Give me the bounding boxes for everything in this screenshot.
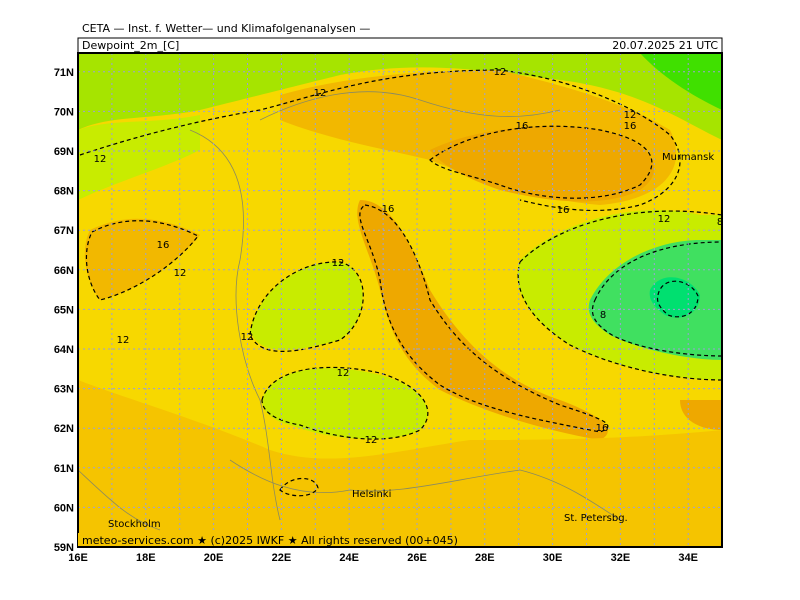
- y-tick-label: 62N: [54, 423, 74, 435]
- x-tick-label: 18E: [136, 552, 156, 564]
- title: CETA — Inst. f. Wetter— und Klimafolgena…: [82, 22, 370, 35]
- x-tick-label: 30E: [543, 552, 563, 564]
- contour-label: 16: [596, 423, 609, 434]
- y-tick-label: 70N: [54, 106, 74, 118]
- y-tick-label: 61N: [54, 463, 74, 475]
- contour-label: 12: [332, 258, 345, 269]
- contour-label: 16: [624, 121, 637, 132]
- contour-label: 12: [658, 214, 671, 225]
- y-tick-label: 68N: [54, 186, 74, 198]
- contour-label: 12: [624, 110, 637, 121]
- y-tick-label: 64N: [54, 344, 74, 356]
- x-tick-label: 22E: [272, 552, 292, 564]
- grid: [78, 53, 722, 547]
- x-tick-label: 26E: [407, 552, 427, 564]
- x-tick-label: 28E: [475, 552, 495, 564]
- x-tick-label: 20E: [204, 552, 224, 564]
- city-label: Stockholm: [108, 519, 161, 530]
- contour-label: 16: [382, 204, 395, 215]
- y-tick-label: 60N: [54, 502, 74, 514]
- x-tick-label: 32E: [611, 552, 631, 564]
- contour-label: 12: [337, 368, 350, 379]
- contour-label: 16: [516, 121, 529, 132]
- y-tick-label: 59N: [54, 542, 74, 554]
- city-label: St. Petersbg.: [564, 513, 628, 524]
- x-tick-label: 16E: [68, 552, 88, 564]
- contour-label: 16: [157, 240, 170, 251]
- y-tick-label: 63N: [54, 384, 74, 396]
- map-field: [78, 53, 722, 547]
- y-tick-label: 71N: [54, 67, 74, 79]
- y-tick-label: 65N: [54, 304, 74, 316]
- y-tick-label: 69N: [54, 146, 74, 158]
- footer: meteo-services.com ★ (c)2025 IWKF ★ All …: [82, 534, 458, 547]
- y-tick-label: 66N: [54, 265, 74, 277]
- contour-label: 16: [557, 205, 570, 216]
- contour-label: 12: [365, 435, 378, 446]
- variable-name: Dewpoint_2m_[C]: [82, 39, 179, 52]
- map-frame: [77, 52, 723, 548]
- footer-bg: [78, 533, 428, 546]
- x-tick-label: 34E: [678, 552, 698, 564]
- x-tick-label: 24E: [339, 552, 359, 564]
- city-label: Murmansk: [662, 152, 714, 163]
- contour-label: 12: [174, 268, 187, 279]
- contour-label: 12: [117, 335, 130, 346]
- contour-label: 12: [241, 332, 254, 343]
- contour-label: 8: [600, 310, 606, 321]
- valid-time: 20.07.2025 21 UTC: [612, 39, 718, 52]
- y-tick-label: 67N: [54, 225, 74, 237]
- contour-label: 12: [494, 67, 507, 78]
- contour-label: 12: [314, 88, 327, 99]
- contour-label: 8: [717, 217, 723, 228]
- city-label: Helsinki: [352, 489, 391, 500]
- contour-label: 12: [94, 154, 107, 165]
